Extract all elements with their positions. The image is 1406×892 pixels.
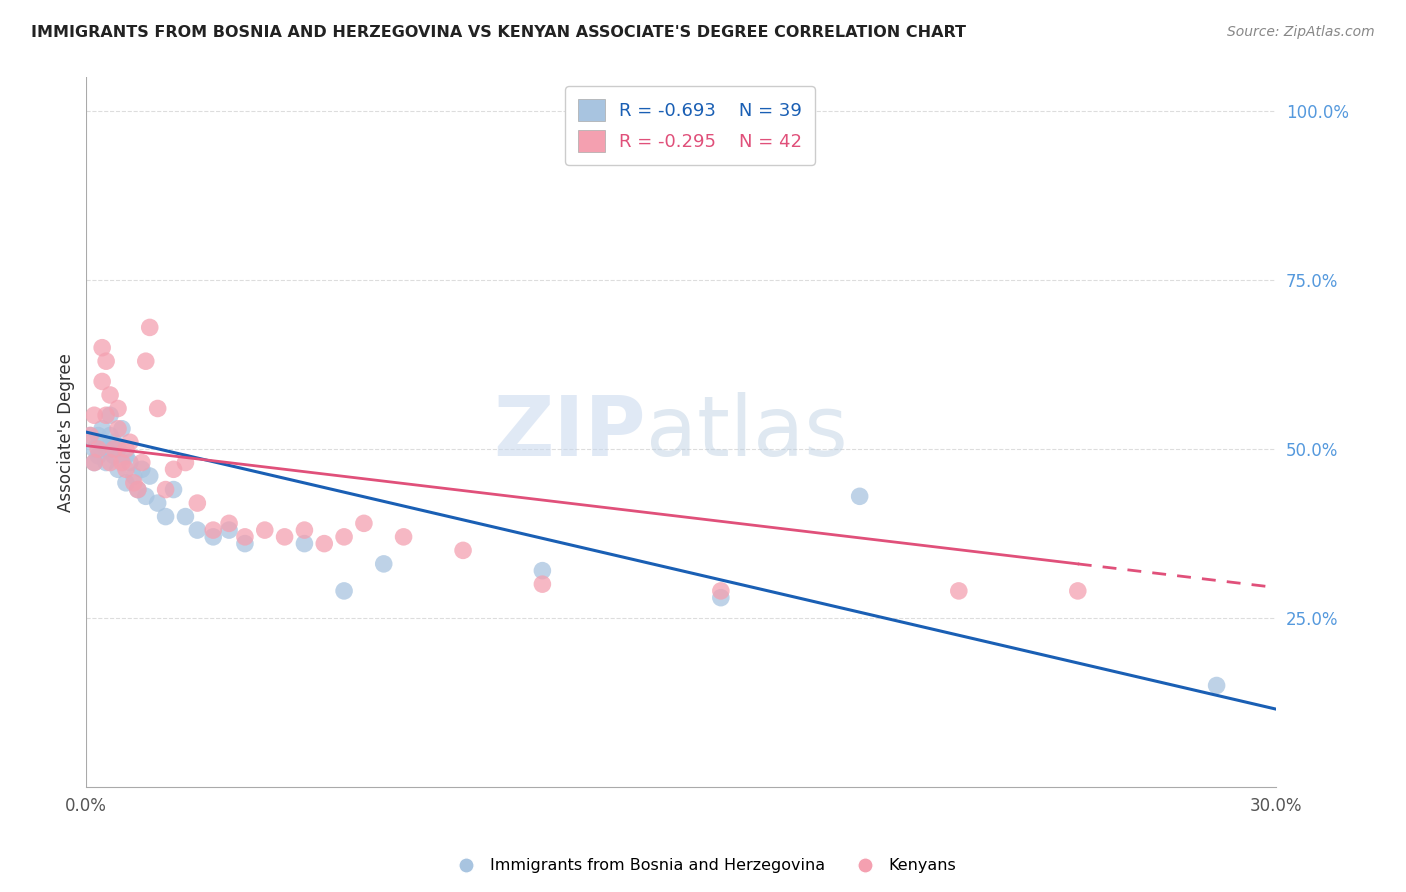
Point — [139, 469, 162, 483]
Point — [103, 442, 125, 456]
Point — [107, 442, 129, 456]
Point — [118, 456, 141, 470]
Point — [531, 577, 554, 591]
Point — [94, 409, 117, 423]
Point — [155, 509, 177, 524]
Point — [155, 483, 177, 497]
Point — [103, 435, 125, 450]
Point — [135, 489, 157, 503]
Point — [162, 483, 184, 497]
Point — [333, 583, 356, 598]
Point — [373, 557, 395, 571]
Point — [139, 320, 162, 334]
Point — [83, 456, 105, 470]
Point — [91, 375, 114, 389]
Point — [111, 422, 134, 436]
Point — [314, 536, 336, 550]
Point — [186, 523, 208, 537]
Point — [98, 428, 121, 442]
Point — [91, 422, 114, 436]
Point — [531, 564, 554, 578]
Point — [948, 583, 970, 598]
Point — [710, 591, 733, 605]
Point — [135, 354, 157, 368]
Point — [451, 543, 474, 558]
Point — [115, 462, 138, 476]
Point — [98, 409, 121, 423]
Point — [174, 509, 197, 524]
Point — [273, 530, 295, 544]
Point — [98, 388, 121, 402]
Point — [83, 442, 105, 456]
Point — [253, 523, 276, 537]
Y-axis label: Associate's Degree: Associate's Degree — [58, 352, 75, 512]
Point — [1205, 678, 1227, 692]
Point — [111, 456, 134, 470]
Point — [118, 435, 141, 450]
Point — [174, 456, 197, 470]
Point — [98, 456, 121, 470]
Point — [91, 435, 114, 450]
Point — [233, 530, 256, 544]
Point — [146, 496, 169, 510]
Point — [202, 523, 225, 537]
Legend: R = -0.693    N = 39, R = -0.295    N = 42: R = -0.693 N = 39, R = -0.295 N = 42 — [565, 87, 815, 165]
Point — [1067, 583, 1090, 598]
Point — [79, 428, 101, 442]
Point — [127, 483, 149, 497]
Point — [186, 496, 208, 510]
Point — [162, 462, 184, 476]
Point — [392, 530, 415, 544]
Point — [91, 341, 114, 355]
Point — [107, 462, 129, 476]
Point — [131, 462, 153, 476]
Point — [107, 422, 129, 436]
Point — [107, 401, 129, 416]
Point — [353, 516, 375, 531]
Point — [94, 442, 117, 456]
Point — [83, 409, 105, 423]
Point — [710, 583, 733, 598]
Point — [294, 523, 316, 537]
Point — [218, 523, 240, 537]
Point — [94, 456, 117, 470]
Point — [233, 536, 256, 550]
Text: ZIP: ZIP — [494, 392, 645, 473]
Legend: Immigrants from Bosnia and Herzegovina, Kenyans: Immigrants from Bosnia and Herzegovina, … — [443, 852, 963, 880]
Point — [294, 536, 316, 550]
Text: atlas: atlas — [645, 392, 848, 473]
Point — [115, 442, 138, 456]
Point — [87, 442, 110, 456]
Point — [333, 530, 356, 544]
Point — [122, 469, 145, 483]
Point — [79, 428, 101, 442]
Point — [122, 475, 145, 490]
Point — [848, 489, 870, 503]
Text: IMMIGRANTS FROM BOSNIA AND HERZEGOVINA VS KENYAN ASSOCIATE'S DEGREE CORRELATION : IMMIGRANTS FROM BOSNIA AND HERZEGOVINA V… — [31, 25, 966, 40]
Point — [202, 530, 225, 544]
Point — [103, 449, 125, 463]
Point — [87, 428, 110, 442]
Point — [115, 475, 138, 490]
Point — [131, 456, 153, 470]
Point — [127, 483, 149, 497]
Text: Source: ZipAtlas.com: Source: ZipAtlas.com — [1227, 25, 1375, 39]
Point — [94, 354, 117, 368]
Point — [115, 449, 138, 463]
Point — [87, 449, 110, 463]
Point — [218, 516, 240, 531]
Point — [146, 401, 169, 416]
Point — [83, 456, 105, 470]
